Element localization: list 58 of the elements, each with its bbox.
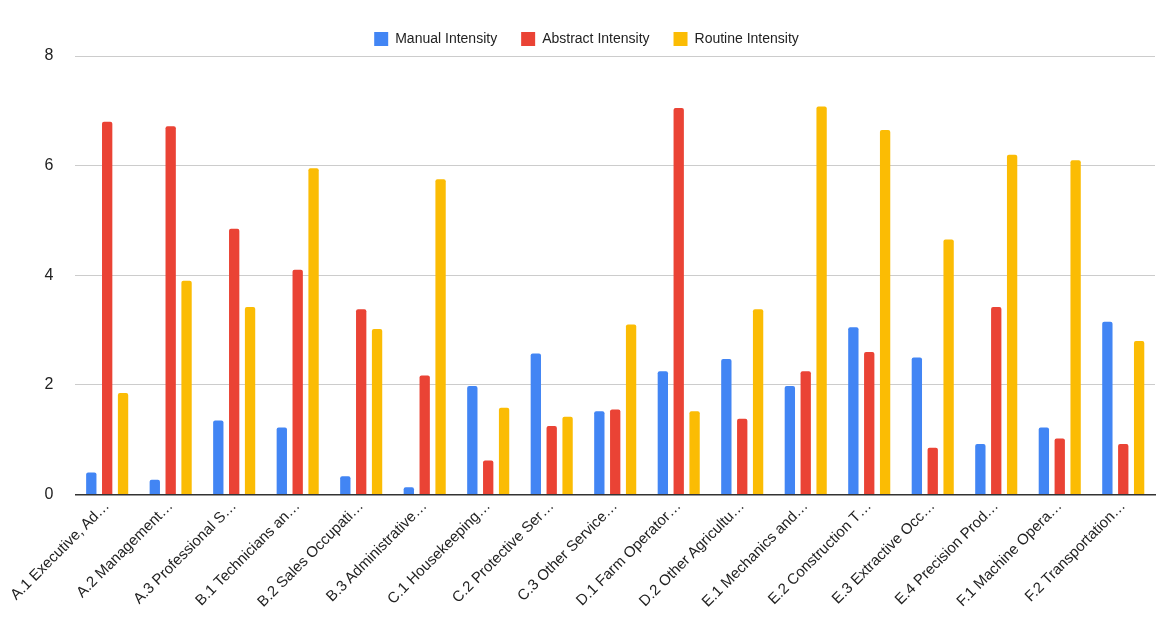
legend-label: Abstract Intensity <box>542 29 650 46</box>
bar <box>181 280 192 494</box>
bar <box>483 460 494 494</box>
bar <box>784 385 796 494</box>
bar <box>356 309 367 494</box>
bar <box>864 351 875 494</box>
bar <box>1133 341 1145 494</box>
bar <box>689 411 700 494</box>
bar <box>562 416 573 494</box>
bar <box>657 371 668 494</box>
bar <box>848 327 859 494</box>
bar <box>435 179 446 494</box>
bar <box>1102 321 1113 494</box>
bar <box>292 269 303 494</box>
y-tick-label: 8 <box>44 46 54 64</box>
bar <box>975 444 986 494</box>
bar <box>673 108 684 494</box>
bar <box>927 447 938 494</box>
bar <box>498 407 510 494</box>
bar <box>752 309 764 494</box>
bar <box>149 479 160 494</box>
bar <box>102 121 113 494</box>
bar <box>594 411 605 494</box>
legend-label: Manual Intensity <box>395 29 498 46</box>
bar <box>800 371 811 494</box>
bar <box>467 385 478 494</box>
bar <box>1054 438 1065 494</box>
bar <box>816 106 827 494</box>
bar <box>737 418 748 494</box>
bar <box>943 239 954 494</box>
bar <box>419 375 430 494</box>
bar <box>340 476 351 494</box>
bar <box>86 472 97 494</box>
bar <box>1006 154 1018 494</box>
bar <box>1070 160 1081 494</box>
bar <box>530 353 541 494</box>
bar <box>879 129 891 494</box>
bar <box>244 307 256 494</box>
y-tick-label: 4 <box>44 265 54 283</box>
y-tick-label: 0 <box>44 484 54 502</box>
bar <box>117 393 129 494</box>
y-tick-label: 6 <box>44 156 54 174</box>
bar <box>1118 444 1129 494</box>
bar <box>165 126 176 494</box>
bar <box>911 357 923 494</box>
bar <box>371 328 383 494</box>
bar <box>276 427 287 494</box>
bar <box>546 425 557 494</box>
y-tick-label: 2 <box>44 375 54 393</box>
bar <box>625 324 637 494</box>
bar <box>721 359 732 494</box>
bar <box>610 409 621 494</box>
legend-label: Routine Intensity <box>694 29 799 46</box>
bar <box>229 228 240 494</box>
bar <box>308 168 319 494</box>
bar <box>1038 427 1050 494</box>
bar <box>991 307 1002 494</box>
bar <box>213 420 224 494</box>
